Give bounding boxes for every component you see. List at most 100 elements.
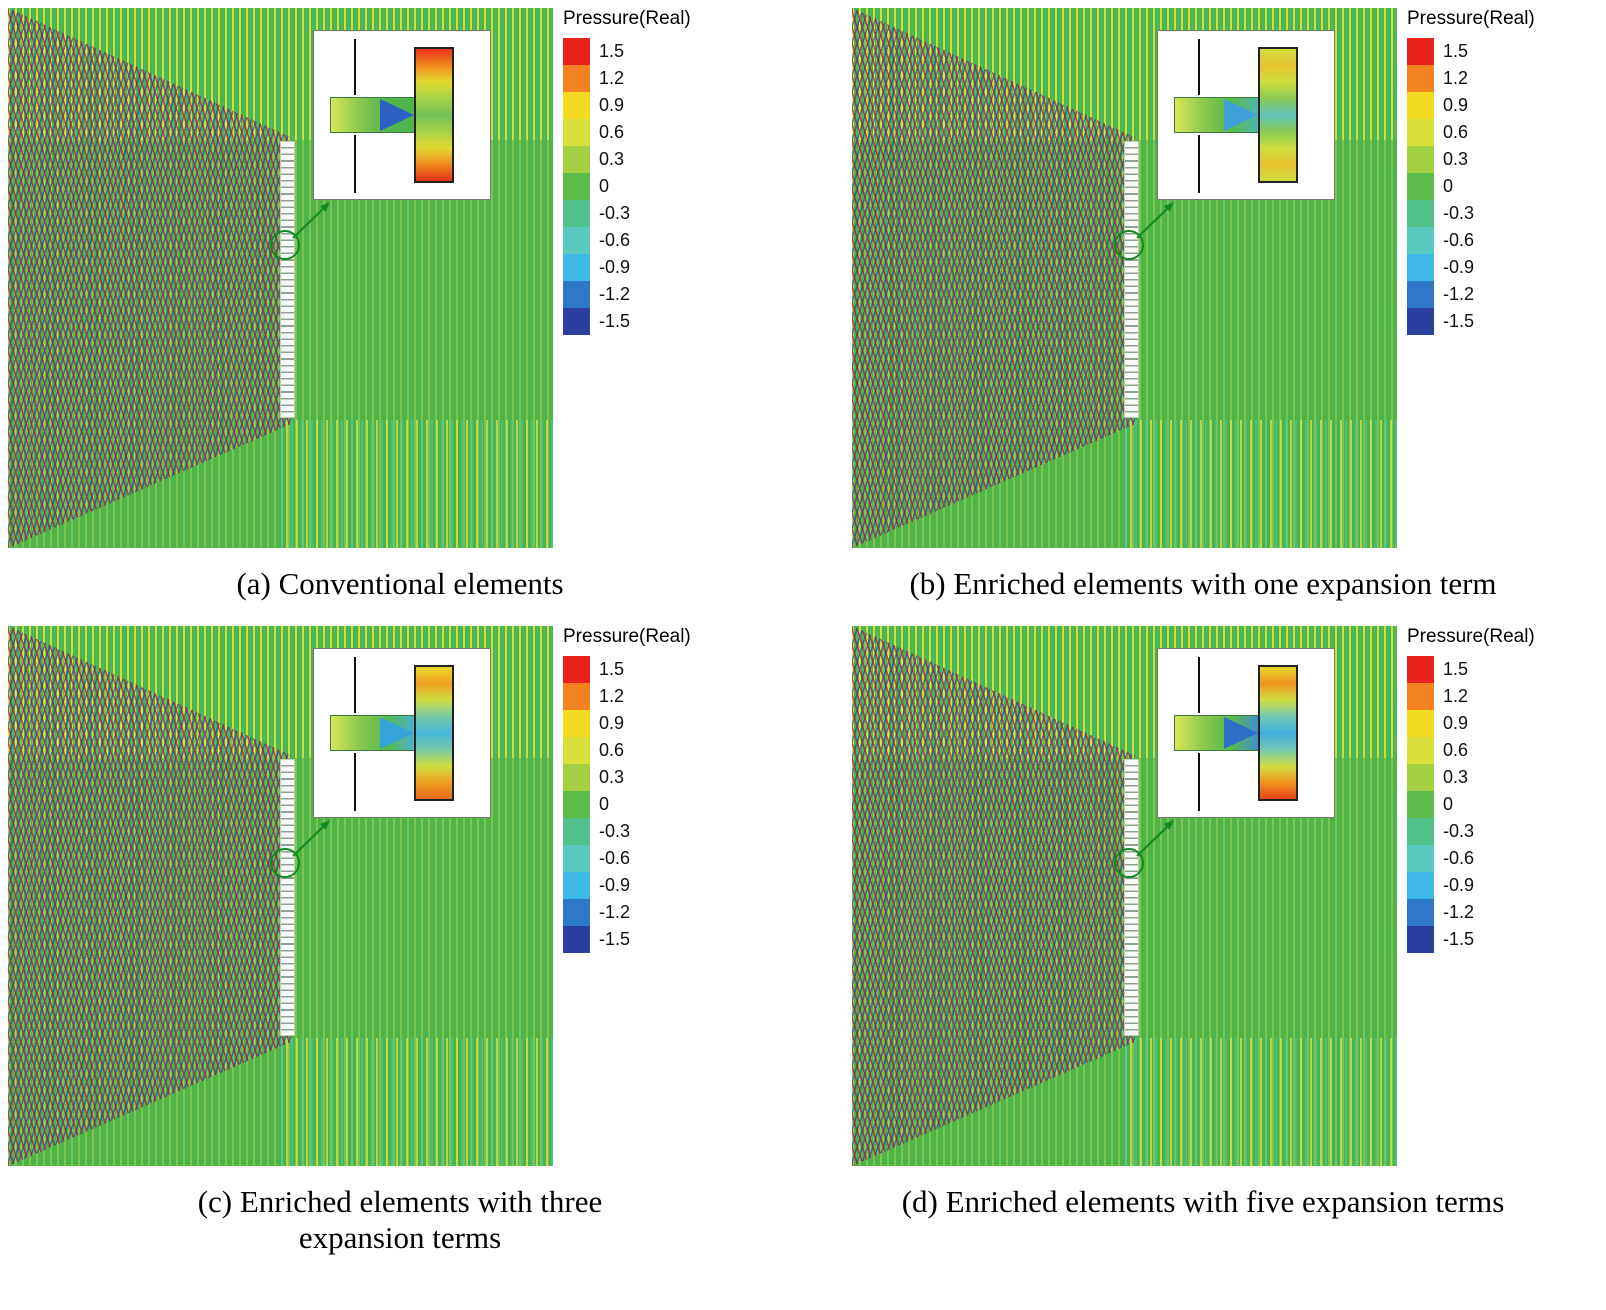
element-array-strip [280,141,295,418]
colorbar-d: Pressure(Real) 1.5 1.2 0.9 0.6 0.3 0 -0.3 -0.6 -… [1407,626,1535,953]
colorbar-tick: 0.3 [1443,767,1469,787]
colorbar-title: Pressure(Real) [563,626,691,647]
zoom-inset-a [313,30,491,200]
panel-a: Pressure(Real) 1.5 1.2 0.9 0.6 0.3 0 -0.3 -0.6 -… [0,0,800,618]
colorbar-tick: -1.5 [599,311,631,331]
colorbar-c: Pressure(Real) 1.5 1.2 0.9 0.6 0.3 0 -0.3 -0.6 -… [563,626,691,953]
viz-row-d: Pressure(Real) 1.5 1.2 0.9 0.6 0.3 0 -0.3 -0.6 -… [800,626,1606,1166]
pressure-field-b [852,8,1397,548]
inset-flange [414,665,454,801]
colorbar-tick: 0.6 [1443,122,1469,142]
zoom-region-circle [1114,230,1144,260]
zoom-inset-d [1157,648,1335,818]
zoom-region-circle [1114,848,1144,878]
colorbar-body: 1.5 1.2 0.9 0.6 0.3 0 -0.3 -0.6 -0.9 -1.2 -1.5 [1407,656,1535,953]
caption-c: (c) Enriched elements with three expansi… [197,1184,603,1255]
colorbar-tick: 0.6 [599,122,625,142]
inset-baffle-line-bottom [1198,753,1200,811]
colorbar-title: Pressure(Real) [1407,8,1535,29]
colorbar-tick: -0.3 [599,821,631,841]
inset-flange [1258,47,1298,183]
colorbar-tick: 1.5 [599,41,625,61]
colorbar-tick: 1.5 [1443,659,1469,679]
pressure-field-a [8,8,553,548]
zoom-region-circle [270,848,300,878]
colorbar-tick: -1.2 [599,284,631,304]
caption-b: (b) Enriched elements with one expansion… [909,566,1497,601]
inset-baffle-line-bottom [354,135,356,193]
inset-baffle-line-top [1198,39,1200,95]
colorbar-tick: -0.3 [1443,203,1475,223]
colorbar-tick: 0.3 [599,767,625,787]
inset-baffle-line-bottom [1198,135,1200,193]
bottom-wave-band [280,420,553,548]
colorbar-tick: -1.2 [1443,284,1475,304]
colorbar-tick: 0.9 [1443,713,1469,733]
colorbar-tick: 1.2 [1443,68,1469,88]
colorbar-tick: 1.2 [599,686,625,706]
inset-baffle-line-top [354,657,356,713]
zoom-inset-b [1157,30,1335,200]
colorbar-tick: 0 [599,794,610,814]
colorbar-tick: 0 [599,176,610,196]
colorbar-body: 1.5 1.2 0.9 0.6 0.3 0 -0.3 -0.6 -0.9 -1.2 -1.5 [563,38,691,335]
colorbar-tick: -0.3 [599,203,631,223]
bottom-wave-band [280,1038,553,1166]
colorbar-tick: 0.9 [599,95,625,115]
inset-flange [414,47,454,183]
colorbar-tick: 1.5 [1443,41,1469,61]
colorbar-tick-labels: 1.5 1.2 0.9 0.6 0.3 0 -0.3 -0.6 -0.9 -1.2 -1.5 [590,38,630,335]
colorbar-tick: -0.6 [599,230,631,250]
viz-row-b: Pressure(Real) 1.5 1.2 0.9 0.6 0.3 0 -0.3 -0.6 -… [800,8,1606,548]
inset-baffle-line-bottom [354,753,356,811]
colorbar-tick: 0.6 [1443,740,1469,760]
zoom-inset-c [313,648,491,818]
bottom-wave-band [1124,420,1397,548]
colorbar-tick: -1.5 [1443,311,1475,331]
colorbar-tick: 0 [1443,794,1454,814]
colorbar-scale [563,38,590,335]
pressure-field-c [8,626,553,1166]
colorbar-a: Pressure(Real) 1.5 1.2 0.9 0.6 0.3 0 -0.3 -0.6 -… [563,8,691,335]
colorbar-tick: -0.6 [1443,230,1475,250]
colorbar-tick: -0.9 [1443,875,1475,895]
colorbar-tick: -0.3 [1443,821,1475,841]
colorbar-tick: 0.9 [599,713,625,733]
colorbar-tick: 1.2 [1443,686,1469,706]
colorbar-scale [1407,38,1434,335]
element-array-strip [280,759,295,1036]
colorbar-tick: -0.9 [599,875,631,895]
element-array-strip [1124,141,1139,418]
colorbar-title: Pressure(Real) [1407,626,1535,647]
panel-d: Pressure(Real) 1.5 1.2 0.9 0.6 0.3 0 -0.3 -0.6 -… [800,618,1606,1310]
colorbar-scale [1407,656,1434,953]
colorbar-body: 1.5 1.2 0.9 0.6 0.3 0 -0.3 -0.6 -0.9 -1.2 -1.5 [1407,38,1535,335]
colorbar-tick: -0.9 [1443,257,1475,277]
pressure-field-d [852,626,1397,1166]
inset-baffle-line-top [1198,657,1200,713]
colorbar-tick-labels: 1.5 1.2 0.9 0.6 0.3 0 -0.3 -0.6 -0.9 -1.2 -1.5 [1434,38,1474,335]
zoom-region-circle [270,230,300,260]
colorbar-tick-labels: 1.5 1.2 0.9 0.6 0.3 0 -0.3 -0.6 -0.9 -1.2 -1.5 [1434,656,1474,953]
element-array-strip [1124,759,1139,1036]
colorbar-tick: 0.3 [599,149,625,169]
colorbar-tick: -1.5 [599,929,631,949]
colorbar-b: Pressure(Real) 1.5 1.2 0.9 0.6 0.3 0 -0.3 -0.6 -… [1407,8,1535,335]
colorbar-tick: 0 [1443,176,1454,196]
colorbar-body: 1.5 1.2 0.9 0.6 0.3 0 -0.3 -0.6 -0.9 -1.2 -1.5 [563,656,691,953]
bottom-wave-band [1124,1038,1397,1166]
colorbar-tick: 1.2 [599,68,625,88]
colorbar-tick: -0.6 [599,848,631,868]
colorbar-tick: 0.3 [1443,149,1469,169]
colorbar-tick: -0.6 [1443,848,1475,868]
colorbar-tick: 0.6 [599,740,625,760]
colorbar-tick: 0.9 [1443,95,1469,115]
viz-row-a: Pressure(Real) 1.5 1.2 0.9 0.6 0.3 0 -0.3 -0.6 -… [0,8,800,548]
colorbar-tick: 1.5 [599,659,625,679]
panel-c: Pressure(Real) 1.5 1.2 0.9 0.6 0.3 0 -0.3 -0.6 -… [0,618,800,1310]
colorbar-title: Pressure(Real) [563,8,691,29]
caption-a: (a) Conventional elements [236,566,564,601]
caption-d: (d) Enriched elements with five expansio… [901,1184,1505,1219]
